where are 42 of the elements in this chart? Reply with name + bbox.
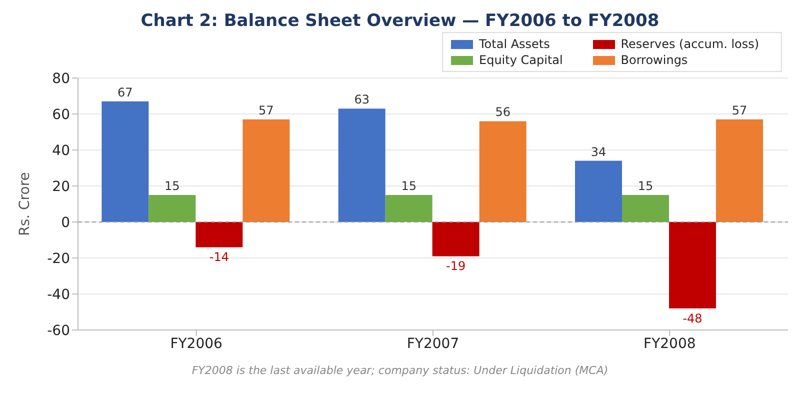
- legend-label: Total Assets: [479, 37, 550, 51]
- bar: [148, 195, 196, 222]
- y-tick-label: 60: [52, 106, 70, 123]
- chart-title: Chart 2: Balance Sheet Overview — FY2006 to FY2008: [140, 10, 660, 33]
- bar: [575, 160, 622, 222]
- data-label: 67: [118, 85, 133, 100]
- data-label: 57: [258, 103, 274, 118]
- data-label: 15: [164, 179, 180, 193]
- data-label: 56: [495, 105, 510, 120]
- y-tick-label: 40: [52, 142, 70, 159]
- text: FY2008 is the last available year; company status: Under Liquidation (MCA): [190, 364, 610, 377]
- bar: [102, 101, 149, 222]
- legend-label: Equity Capital: [479, 53, 563, 67]
- data-label: -48: [682, 311, 702, 326]
- bar: [432, 222, 480, 256]
- x-tick-label: FY2008: [644, 336, 696, 352]
- y-tick-label: 0: [61, 214, 70, 231]
- y-tick-label: -60: [47, 322, 70, 339]
- data-label: -19: [446, 259, 466, 274]
- bar: [479, 121, 526, 222]
- y-tick-label: -20: [47, 250, 70, 267]
- y-tick-label: 80: [52, 70, 70, 87]
- bar: [385, 195, 432, 222]
- data-label: 63: [354, 92, 370, 107]
- data-label: 15: [638, 179, 654, 193]
- data-label: 57: [732, 103, 748, 118]
- bar: [622, 195, 669, 222]
- bar: [242, 119, 290, 222]
- data-label: 15: [401, 179, 416, 193]
- bar: [716, 119, 763, 222]
- y-tick-label: 20: [52, 178, 70, 195]
- bar: [196, 222, 243, 248]
- bar: [338, 108, 386, 222]
- y-axis-title: Rs. Crore: [16, 172, 33, 236]
- y-tick-label: -40: [47, 286, 70, 303]
- x-tick-label: FY2006: [170, 336, 223, 352]
- data-label: -14: [209, 250, 229, 264]
- x-tick-label: FY2007: [406, 336, 460, 352]
- legend-label: Reserves (accum. loss): [620, 37, 760, 51]
- bar: [669, 222, 716, 308]
- legend-label: Borrowings: [620, 53, 688, 67]
- data-label: 34: [590, 144, 606, 159]
